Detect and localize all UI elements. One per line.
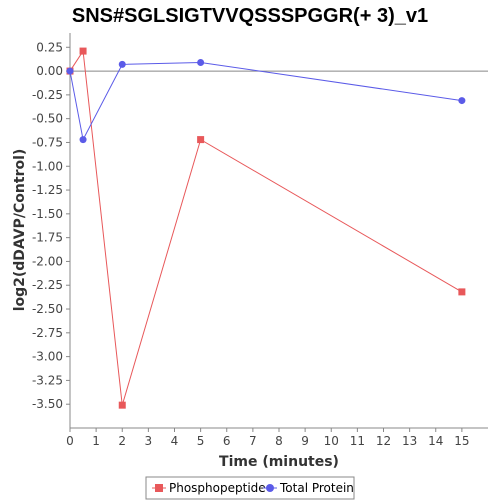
y-tick-label: -2.50 bbox=[32, 302, 63, 316]
x-tick-label: 0 bbox=[66, 434, 74, 448]
y-tick-label: -0.75 bbox=[32, 135, 63, 149]
y-tick-label: -0.50 bbox=[32, 112, 63, 126]
data-point bbox=[66, 67, 74, 75]
y-tick-label: -3.25 bbox=[32, 373, 63, 387]
x-tick-label: 1 bbox=[92, 434, 100, 448]
x-tick-label: 15 bbox=[454, 434, 469, 448]
x-axis-label: Time (minutes) bbox=[219, 454, 339, 470]
x-tick-label: 13 bbox=[402, 434, 417, 448]
y-tick-label: 0.25 bbox=[36, 40, 63, 54]
y-tick-label: -2.00 bbox=[32, 254, 63, 268]
y-axis: 0.25 0.00 -0.25 -0.50 -0.75 -1.00 -1.25 -1.50 -1… bbox=[32, 33, 71, 428]
x-tick-label: 2 bbox=[118, 434, 126, 448]
data-point bbox=[197, 136, 205, 144]
x-tick-label: 11 bbox=[350, 434, 365, 448]
y-tick-label: -0.25 bbox=[32, 88, 63, 102]
y-tick-label: -1.25 bbox=[32, 183, 63, 197]
y-axis-label: log2(dDAVP/Control) bbox=[12, 149, 28, 312]
legend-label: Phosphopeptide bbox=[169, 481, 266, 495]
series-layer bbox=[66, 47, 466, 409]
y-tick-label: -3.00 bbox=[32, 350, 63, 364]
x-tick-label: 12 bbox=[376, 434, 391, 448]
y-tick-label: 0.00 bbox=[36, 64, 63, 78]
y-tick-label: -3.50 bbox=[32, 397, 63, 411]
x-tick-label: 5 bbox=[197, 434, 205, 448]
data-point bbox=[458, 97, 466, 105]
x-tick-label: 4 bbox=[171, 434, 179, 448]
legend: Phosphopeptide Total Protein bbox=[145, 476, 355, 500]
legend-label: Total Protein bbox=[279, 481, 354, 495]
data-point bbox=[118, 60, 126, 68]
data-point bbox=[79, 136, 87, 144]
x-tick-label: 10 bbox=[324, 434, 339, 448]
y-tick-label: -2.75 bbox=[32, 326, 63, 340]
data-point bbox=[197, 59, 205, 67]
legend-item: Total Protein bbox=[263, 481, 354, 495]
legend-item: Phosphopeptide bbox=[152, 481, 266, 495]
y-tick-label: -2.25 bbox=[32, 278, 63, 292]
x-tick-label: 7 bbox=[249, 434, 257, 448]
legend-marker-circle bbox=[266, 484, 274, 492]
y-tick-label: -1.00 bbox=[32, 159, 63, 173]
y-tick-label: -1.75 bbox=[32, 231, 63, 245]
data-point bbox=[79, 47, 87, 55]
x-axis: 0 1 2 3 4 5 6 7 8 9 10 11 12 13 14 15 bbox=[66, 427, 488, 448]
x-tick-label: 8 bbox=[275, 434, 283, 448]
x-tick-label: 6 bbox=[223, 434, 231, 448]
y-tick-label: -1.50 bbox=[32, 207, 63, 221]
legend-box bbox=[145, 476, 355, 500]
x-tick-label: 3 bbox=[145, 434, 153, 448]
legend-marker-square bbox=[155, 484, 163, 492]
chart-title: SNS#SGLSIGTVVQSSSPGGR(+ 3)_v1 bbox=[72, 5, 428, 27]
x-tick-label: 9 bbox=[301, 434, 309, 448]
data-point bbox=[458, 288, 466, 296]
series-total-protein bbox=[66, 59, 466, 144]
data-point bbox=[118, 401, 126, 409]
legend-items: Phosphopeptide Total Protein bbox=[152, 481, 354, 495]
x-tick-label: 14 bbox=[428, 434, 443, 448]
plot-area bbox=[70, 33, 488, 428]
